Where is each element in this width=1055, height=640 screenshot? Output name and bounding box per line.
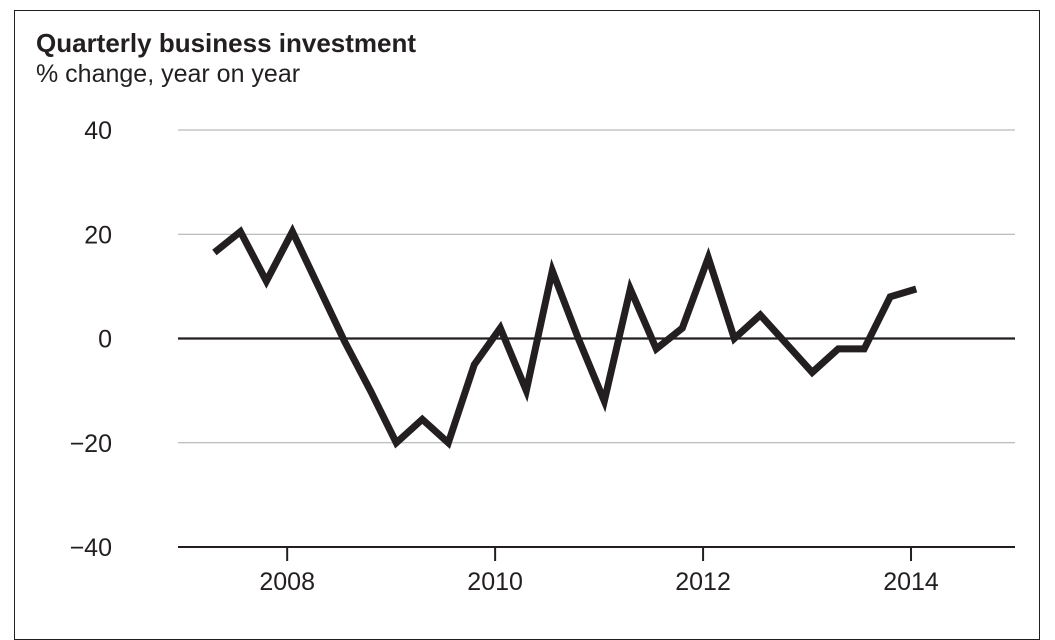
y-tick-label: 20 [84, 221, 112, 249]
series-line [212, 223, 918, 449]
x-tick-label: 2014 [883, 568, 939, 596]
y-tick-label: −40 [70, 534, 112, 562]
x-tick-label: 2008 [259, 568, 315, 596]
x-tick-label: 2012 [675, 568, 731, 596]
y-tick-label: −20 [70, 430, 112, 458]
chart-subtitle: % change, year on year [36, 60, 301, 88]
chart-plot: 40 20 0 −20 −40 2008 2010 2012 2014 [70, 117, 1015, 596]
y-tick-label: 0 [98, 326, 112, 354]
x-tick-label: 2010 [467, 568, 523, 596]
chart-frame [14, 10, 1040, 640]
chart-title: Quarterly business investment [36, 28, 417, 58]
y-tick-label: 40 [84, 117, 112, 145]
